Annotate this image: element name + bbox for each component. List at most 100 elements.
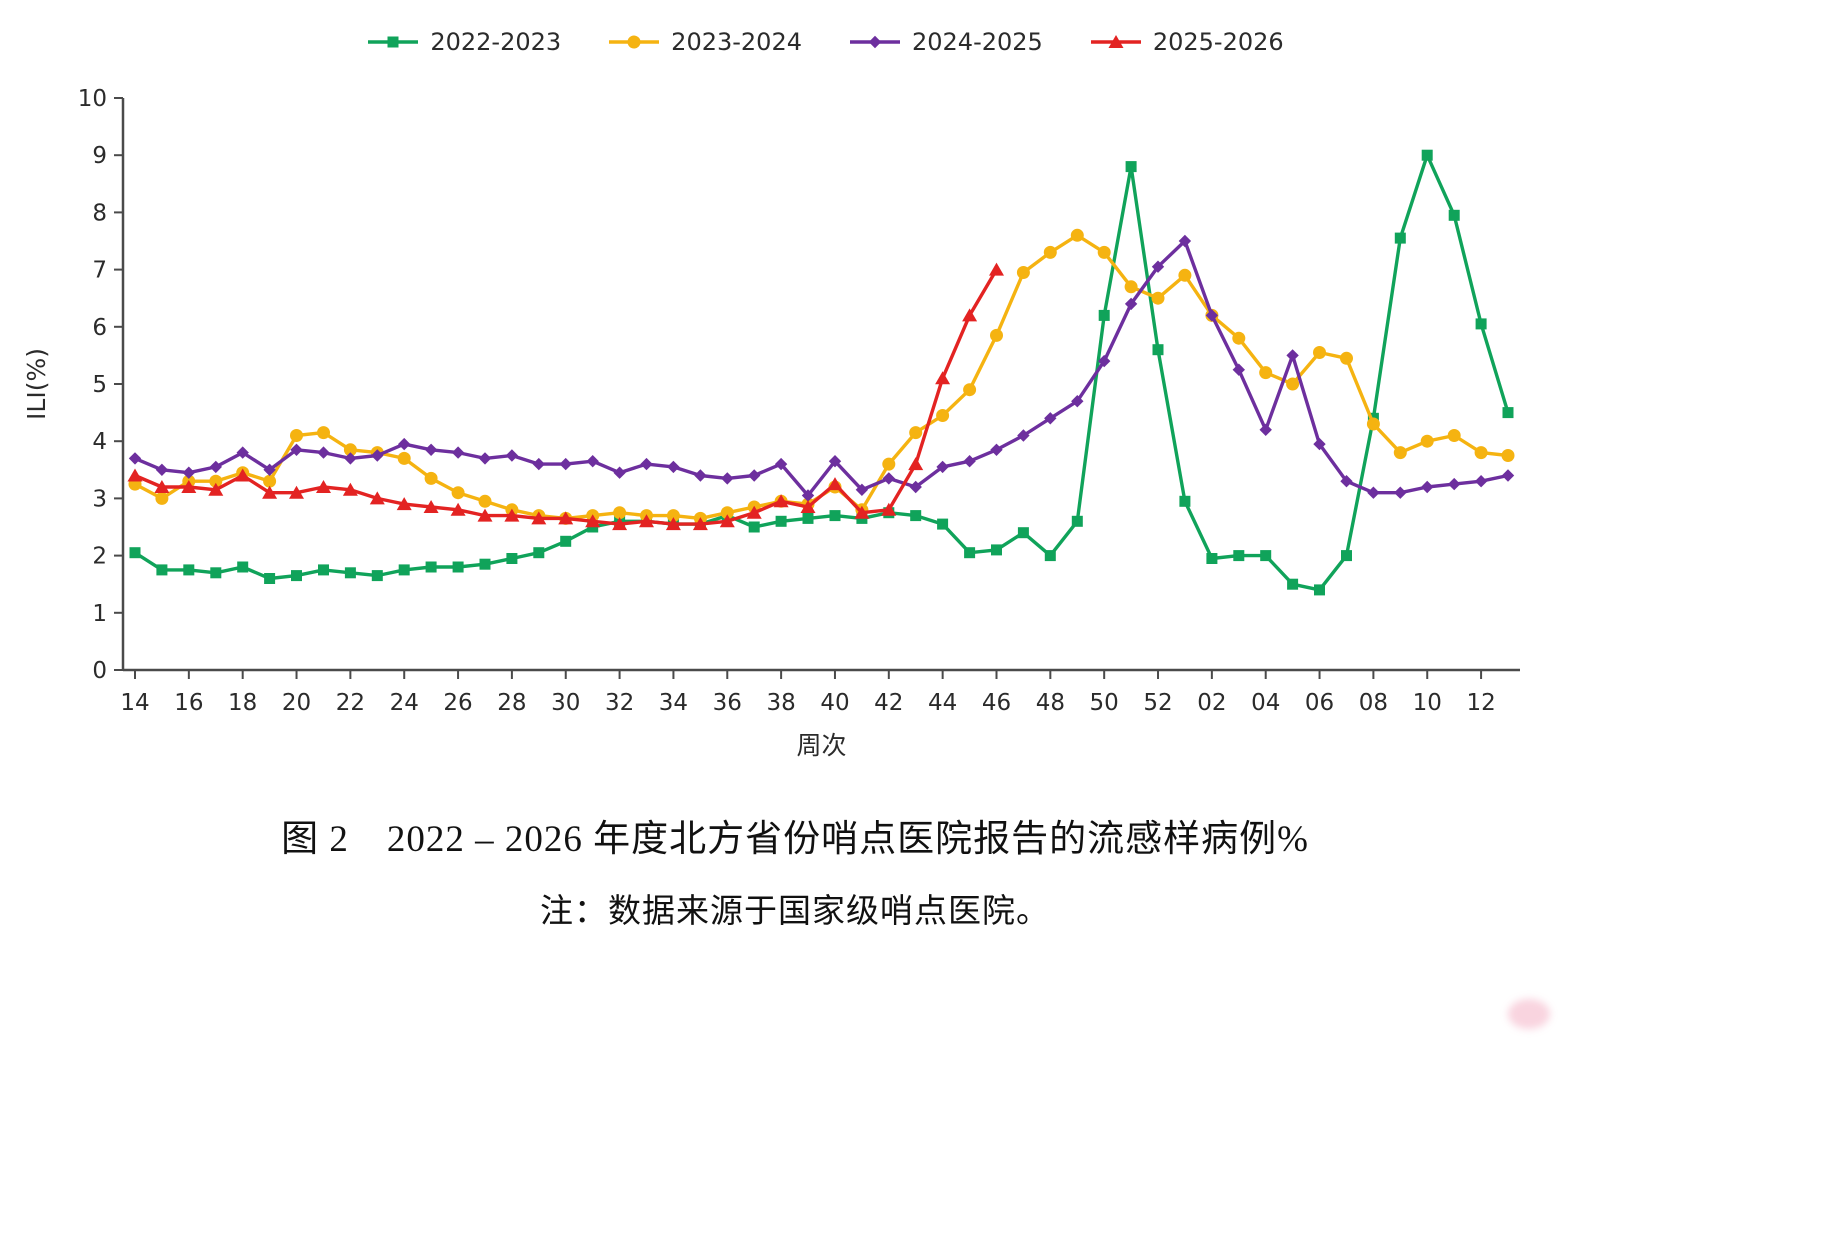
data-point: [748, 469, 761, 482]
data-point: [263, 474, 277, 488]
data-point: [343, 443, 357, 457]
data-point: [1474, 475, 1488, 488]
data-point: [694, 469, 707, 482]
data-point: [1420, 434, 1434, 448]
figure-note: 注：数据来源于国家级哨点医院。: [540, 894, 1050, 930]
data-point: [344, 567, 356, 579]
y-tick-label: 6: [92, 315, 107, 341]
y-tick-label: 9: [92, 143, 107, 169]
data-point: [936, 460, 949, 474]
data-point: [425, 561, 437, 573]
data-point: [1178, 268, 1192, 282]
data-point: [1313, 437, 1326, 451]
x-tick-label: 50: [1090, 690, 1119, 716]
data-point: [881, 502, 897, 516]
data-point: [586, 455, 599, 468]
y-tick-label: 5: [92, 372, 107, 398]
data-point: [209, 460, 222, 474]
data-point: [585, 514, 601, 528]
data-point: [1366, 417, 1380, 431]
data-point: [210, 567, 222, 579]
data-point: [627, 35, 641, 49]
data-point: [748, 521, 760, 533]
legend-label: 2025-2026: [1152, 28, 1284, 56]
data-point: [746, 505, 762, 519]
data-point: [506, 553, 518, 564]
y-tick-label: 7: [92, 258, 107, 284]
data-point: [371, 449, 384, 462]
data-point: [235, 468, 251, 482]
data-point: [424, 443, 438, 456]
data-point: [1314, 584, 1325, 596]
y-axis-title: ILI(%): [22, 348, 51, 420]
x-tick-label: 26: [443, 690, 472, 716]
data-point: [559, 457, 572, 471]
data-point: [290, 429, 303, 442]
x-tick-label: 52: [1143, 690, 1172, 716]
x-tick-label: 20: [282, 690, 311, 716]
data-point: [801, 489, 815, 502]
data-point: [1340, 351, 1353, 365]
data-point: [1070, 228, 1084, 242]
data-point: [423, 500, 439, 513]
series-line: [133, 153, 1510, 592]
data-point: [990, 443, 1003, 456]
data-point: [181, 480, 197, 493]
data-point: [909, 426, 923, 440]
data-point: [183, 564, 195, 576]
data-point: [1017, 527, 1029, 539]
data-point: [1151, 291, 1165, 305]
data-point: [1097, 245, 1111, 259]
data-point: [1501, 449, 1515, 462]
data-point: [1232, 363, 1245, 376]
data-point: [263, 463, 276, 476]
data-point: [478, 452, 492, 465]
x-tick-label: 06: [1305, 690, 1334, 716]
data-point: [209, 474, 223, 488]
legend-label: 2022-2023: [430, 28, 562, 56]
data-point: [882, 457, 896, 471]
data-point: [450, 502, 466, 516]
data-point: [1044, 412, 1057, 425]
x-tick-label: 24: [390, 690, 419, 716]
data-point: [908, 457, 924, 471]
data-point: [424, 471, 438, 485]
data-point: [1098, 354, 1111, 368]
data-point: [775, 515, 787, 527]
x-tick-label: 42: [874, 690, 903, 716]
diamond-marker-icon: [850, 35, 900, 49]
data-point: [1286, 349, 1299, 362]
data-point: [1502, 407, 1514, 419]
data-point: [1151, 260, 1165, 273]
data-point: [477, 508, 493, 522]
x-tick-label: 48: [1036, 690, 1065, 716]
data-point: [155, 491, 169, 505]
data-point: [154, 480, 170, 493]
data-point: [533, 547, 545, 559]
data-point: [800, 500, 816, 513]
y-tick-label: 4: [92, 429, 107, 455]
x-tick-label: 44: [928, 690, 957, 716]
data-point: [398, 564, 410, 576]
data-point: [613, 506, 627, 520]
data-point: [451, 486, 465, 500]
data-point: [612, 517, 628, 531]
data-point: [262, 485, 278, 499]
legend-item-2022-2023: 2022-2023: [366, 28, 561, 56]
legend-item-2024-2025: 2024-2025: [848, 28, 1043, 56]
x-tick-label: 02: [1197, 690, 1226, 716]
data-point: [264, 573, 276, 584]
data-point: [1260, 550, 1272, 562]
data-point: [1421, 149, 1433, 161]
data-point: [1421, 480, 1434, 494]
y-tick-label: 0: [92, 658, 107, 684]
data-point: [991, 544, 1002, 556]
data-point: [1233, 550, 1245, 562]
data-point: [665, 517, 681, 531]
data-point: [962, 308, 978, 322]
x-tick-label: 40: [820, 690, 849, 716]
x-tick-label: 32: [605, 690, 634, 716]
data-point: [156, 564, 168, 576]
